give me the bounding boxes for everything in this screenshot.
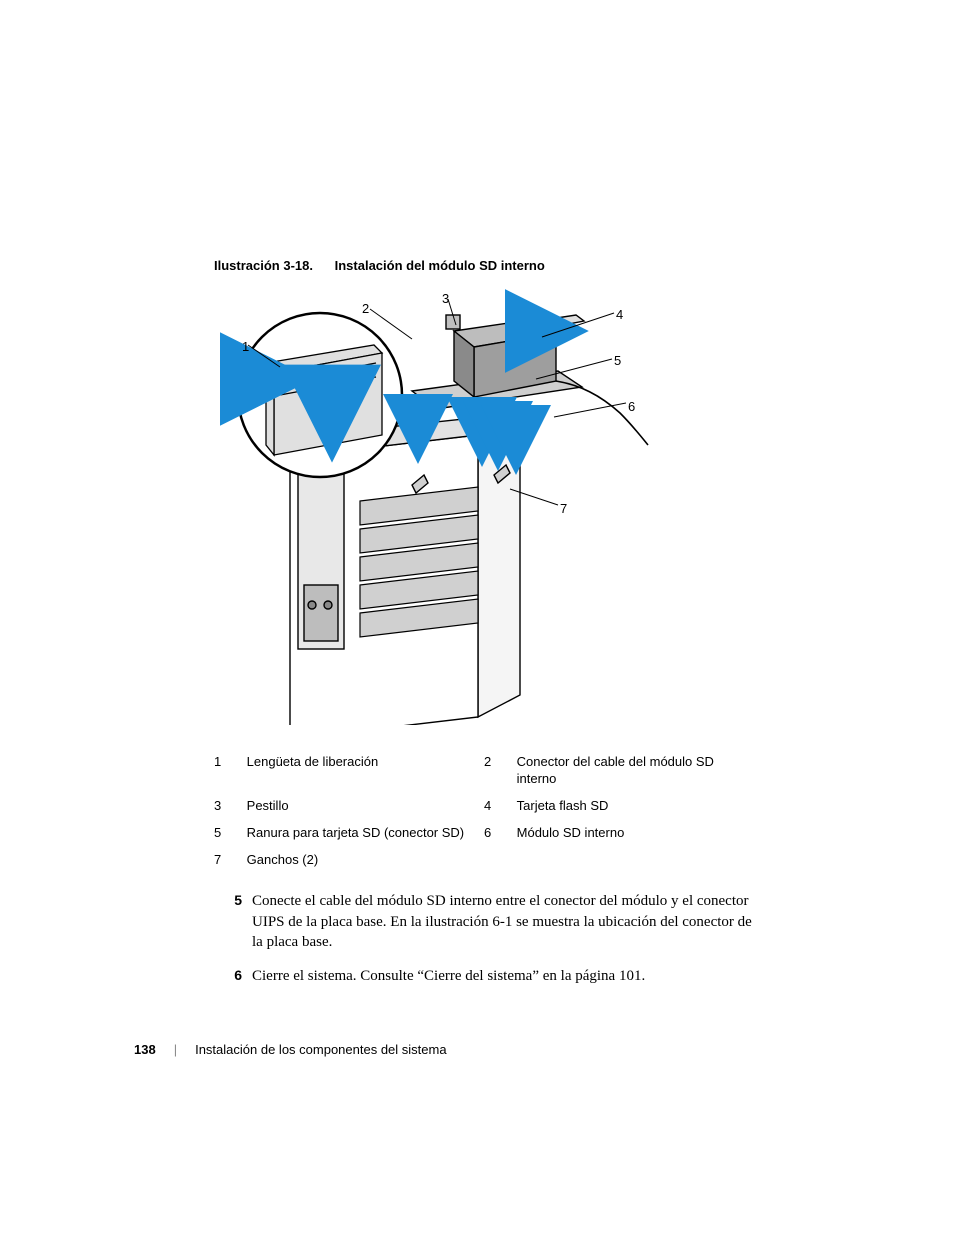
legend-label: Lengüeta de liberación: [247, 749, 484, 793]
footer-separator: |: [174, 1042, 177, 1057]
steps-list: 5 Conecte el cable del módulo SD interno…: [214, 891, 754, 986]
legend-row: 3 Pestillo 4 Tarjeta flash SD: [214, 793, 754, 820]
page-footer: 138 | Instalación de los componentes del…: [134, 1042, 447, 1057]
figure-title: Instalación del módulo SD interno: [335, 258, 545, 273]
figure-caption: Ilustración 3-18. Instalación del módulo…: [214, 258, 754, 273]
callout-6: 6: [628, 399, 635, 414]
figure-number: Ilustración 3-18.: [214, 258, 313, 273]
callout-7: 7: [560, 501, 567, 516]
step-text: Conecte el cable del módulo SD interno e…: [252, 891, 754, 952]
page-number: 138: [134, 1042, 156, 1057]
callout-1: 1: [242, 339, 249, 354]
legend-num: 3: [214, 793, 247, 820]
legend-label: Pestillo: [247, 793, 484, 820]
legend-label: Conector del cable del módulo SD interno: [517, 749, 754, 793]
step-number: 6: [214, 966, 252, 986]
step-number: 5: [214, 891, 252, 952]
legend-label: Módulo SD interno: [517, 820, 754, 847]
legend-table: 1 Lengüeta de liberación 2 Conector del …: [214, 749, 754, 873]
legend-num: 6: [484, 820, 517, 847]
callout-5: 5: [614, 353, 621, 368]
legend-row: 1 Lengüeta de liberación 2 Conector del …: [214, 749, 754, 793]
section-title: Instalación de los componentes del siste…: [195, 1042, 446, 1057]
legend-num: 1: [214, 749, 247, 793]
legend-row: 5 Ranura para tarjeta SD (conector SD) 6…: [214, 820, 754, 847]
legend-num: 4: [484, 793, 517, 820]
legend-label: Ranura para tarjeta SD (conector SD): [247, 820, 484, 847]
legend-row: 7 Ganchos (2): [214, 847, 754, 874]
callout-2: 2: [362, 301, 369, 316]
callout-3: 3: [442, 291, 449, 306]
step-item: 6 Cierre el sistema. Consulte “Cierre de…: [214, 966, 754, 986]
legend-num: 5: [214, 820, 247, 847]
legend-label: Tarjeta flash SD: [517, 793, 754, 820]
figure-illustration: 1 2 3 4 5 6 7: [220, 285, 650, 725]
legend-num: 2: [484, 749, 517, 793]
step-item: 5 Conecte el cable del módulo SD interno…: [214, 891, 754, 952]
legend-label: Ganchos (2): [247, 847, 484, 874]
callout-4: 4: [616, 307, 623, 322]
legend-num: 7: [214, 847, 247, 874]
step-text: Cierre el sistema. Consulte “Cierre del …: [252, 966, 645, 986]
